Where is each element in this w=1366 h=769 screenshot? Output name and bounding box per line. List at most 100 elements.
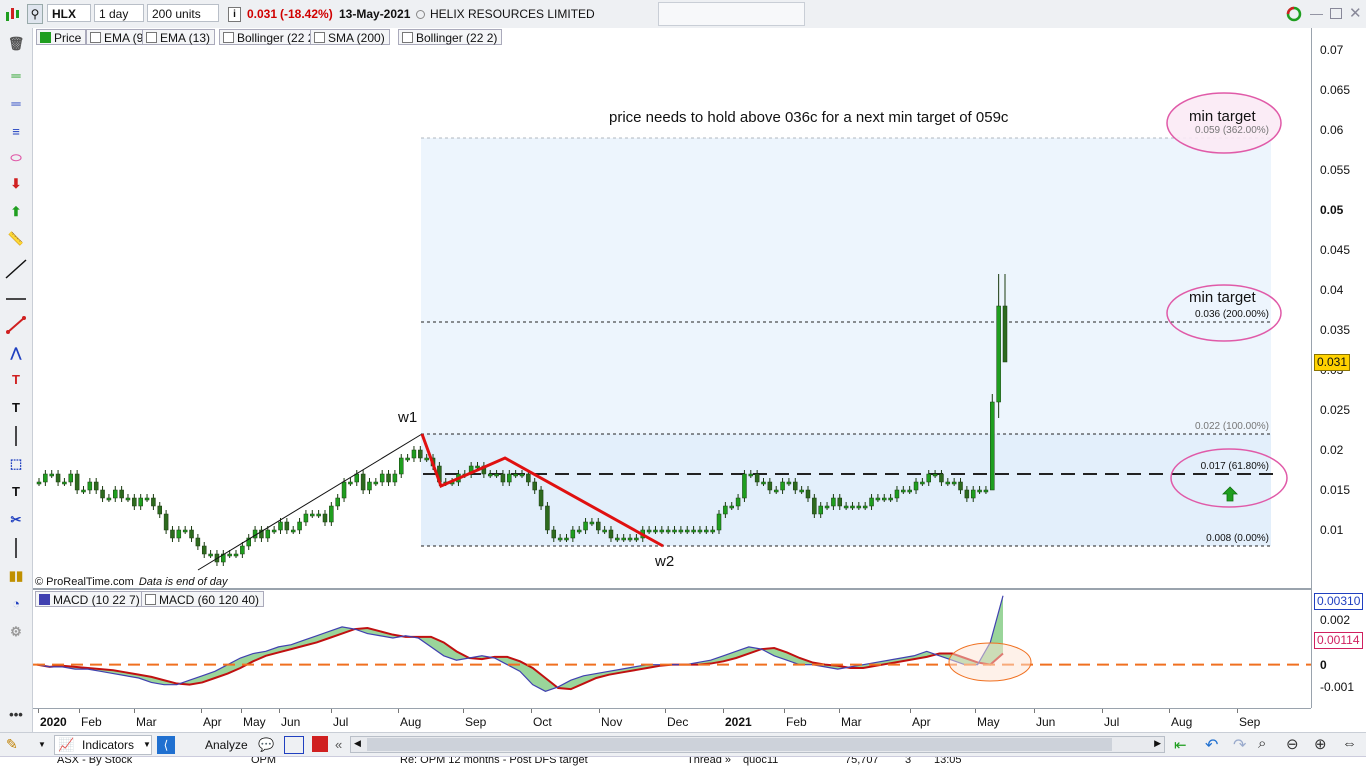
chart-type-icon[interactable] xyxy=(4,5,22,23)
vertical-line-2-icon[interactable] xyxy=(4,537,28,559)
zoom-box-icon[interactable]: ⌕ xyxy=(1258,735,1267,752)
close-icon[interactable]: ✕ xyxy=(1349,5,1362,22)
price-bar xyxy=(519,473,525,477)
channel-tool-icon[interactable]: ⋀ xyxy=(10,345,22,360)
arrow-up-icon[interactable]: ⬆ xyxy=(10,204,22,219)
chat-icon[interactable]: 💬 xyxy=(258,737,275,752)
price-bar xyxy=(684,529,690,533)
price-bar xyxy=(297,521,302,531)
scroll-right-icon[interactable]: ▶ xyxy=(1154,738,1161,748)
text-label-tool-icon[interactable]: T xyxy=(12,484,20,499)
legend-item-4[interactable]: SMA (200) xyxy=(310,29,390,45)
checkbox-icon[interactable] xyxy=(223,32,234,43)
time-tick: Feb xyxy=(81,715,102,729)
status-item[interactable]: quoc11 xyxy=(743,756,779,766)
minimize-icon[interactable]: — xyxy=(1310,6,1323,21)
vertical-line-icon[interactable] xyxy=(4,425,28,447)
screener-icon[interactable] xyxy=(284,736,304,754)
ruler-icon[interactable]: 📏 xyxy=(7,231,25,246)
analyze-button[interactable]: Analyze xyxy=(205,738,248,752)
panel-divider[interactable] xyxy=(33,588,1311,590)
checkbox-icon[interactable] xyxy=(402,32,413,43)
time-tick: May xyxy=(243,715,266,729)
hline-tool-icon[interactable]: ═ xyxy=(11,68,21,83)
time-tick: Mar xyxy=(136,715,157,729)
target-ellipse-3 xyxy=(1170,448,1288,508)
status-item[interactable]: Re: OPM 12 months - Post DFS target xyxy=(400,756,588,766)
checkbox-icon[interactable] xyxy=(146,32,157,43)
arrow-down-icon[interactable]: ⬇ xyxy=(10,176,22,191)
checkbox-icon[interactable] xyxy=(40,32,51,43)
macd-legend-item-1[interactable]: MACD (60 120 40) xyxy=(141,591,265,607)
horizontal-scrollbar[interactable]: ◀ ▶ xyxy=(350,736,1165,753)
price-bar xyxy=(125,497,131,501)
status-item[interactable]: Thread » xyxy=(687,756,732,766)
horizontal-line-icon[interactable] xyxy=(4,288,28,310)
link-icon[interactable]: ⚲ xyxy=(27,4,43,24)
trash-icon[interactable]: 🗑 xyxy=(7,36,25,51)
hline-blue-tool-icon[interactable]: ═ xyxy=(11,96,21,111)
time-tick-mark xyxy=(201,709,202,713)
ellipse-tool-icon[interactable]: ⬭ xyxy=(10,150,22,165)
symbol-selector[interactable]: HLX ▼ xyxy=(47,4,91,38)
checkbox-icon[interactable] xyxy=(39,594,50,605)
scroll-left-fast-icon[interactable]: « xyxy=(335,737,343,752)
compare-icon[interactable] xyxy=(312,736,328,752)
trendline-tool-icon[interactable] xyxy=(4,258,28,280)
last-price-badge: 0.031 xyxy=(1314,354,1351,371)
zoom-history-icon[interactable]: ⇤ xyxy=(1174,737,1187,754)
time-axis[interactable]: 2020 Feb Mar Apr May Jun Jul Aug Sep Oct Nov Dec 202… xyxy=(33,708,1311,733)
legend-item-2[interactable]: EMA (13) xyxy=(142,29,216,45)
fib-tool-icon[interactable]: ≡ xyxy=(12,124,20,139)
price-bar xyxy=(545,505,550,531)
share-icon[interactable]: ⟨ xyxy=(157,736,175,754)
info-icon[interactable]: i xyxy=(228,7,241,22)
legend-item-0[interactable]: Price xyxy=(36,29,87,45)
units-selector[interactable]: 200 units ▼ xyxy=(147,4,219,38)
status-item: 75,707 xyxy=(845,756,879,766)
price-panel[interactable]: Price EMA (9) EMA (13) Bollinger (22 2) SMA … xyxy=(33,28,1311,588)
legend-item-3[interactable]: Bollinger (22 2) xyxy=(219,29,324,45)
segment-tool-icon[interactable] xyxy=(4,314,28,336)
zoom-out-icon[interactable]: ⊖ xyxy=(1286,736,1299,753)
zoom-in-icon[interactable]: ⊕ xyxy=(1314,736,1327,753)
gauge-icon[interactable]: ◔ xyxy=(12,596,20,611)
checkbox-icon[interactable] xyxy=(314,32,325,43)
more-tools-icon[interactable]: ••• xyxy=(9,707,23,722)
bars-tool-icon[interactable]: ▮▮ xyxy=(8,568,24,583)
scroll-thumb[interactable] xyxy=(367,738,1112,751)
text-red-tool-icon[interactable]: T xyxy=(12,372,20,387)
refresh-icon[interactable] xyxy=(1285,5,1303,23)
macd-signal-line xyxy=(36,626,1004,691)
undo-icon[interactable]: ↶ xyxy=(1205,737,1219,754)
price-bar xyxy=(399,457,404,475)
draw-pen-icon[interactable]: ✎ xyxy=(6,736,18,752)
legend-item-5[interactable]: Bollinger (22 2) xyxy=(398,29,503,45)
status-item[interactable]: ASX - By Stock xyxy=(57,756,133,766)
price-bar xyxy=(913,481,919,491)
chevron-down-icon[interactable]: ▼ xyxy=(38,740,46,749)
redo-icon[interactable]: ↷ xyxy=(1233,737,1247,754)
macd-panel[interactable]: MACD (10 22 7) MACD (60 120 40) xyxy=(33,590,1311,708)
price-bar xyxy=(583,521,588,531)
indicators-button[interactable]: 📈 Indicators ▼ xyxy=(54,735,152,755)
price-axis[interactable]: 0.07 0.065 0.06 0.055 0.05 0.045 0.04 0.035 0.03… xyxy=(1311,28,1366,708)
status-item[interactable]: OPM xyxy=(251,756,277,766)
legend-item-1[interactable]: EMA (9) xyxy=(86,29,153,45)
toolbar-field[interactable] xyxy=(658,2,805,26)
price-bar xyxy=(526,473,531,483)
interval-selector[interactable]: 1 day ▼ xyxy=(94,4,144,38)
macd-legend-item-0[interactable]: MACD (10 22 7) xyxy=(35,591,145,607)
text-tool-icon[interactable]: T xyxy=(12,400,20,415)
checkbox-icon[interactable] xyxy=(145,594,156,605)
price-bar xyxy=(646,529,652,533)
zoom-fit-icon[interactable]: ⇔ xyxy=(1342,735,1357,752)
delete-drawings-icon[interactable]: ⚙ xyxy=(10,624,22,639)
scissors-icon[interactable]: ✂ xyxy=(10,512,22,527)
maximize-icon[interactable] xyxy=(1330,8,1342,19)
scroll-left-icon[interactable]: ◀ xyxy=(354,738,361,748)
box-tool-icon[interactable]: ⬚ xyxy=(9,456,23,471)
copyright: © ProRealTime.com xyxy=(35,576,134,588)
checkbox-icon[interactable] xyxy=(90,32,101,43)
time-tick-mark xyxy=(1237,709,1238,713)
